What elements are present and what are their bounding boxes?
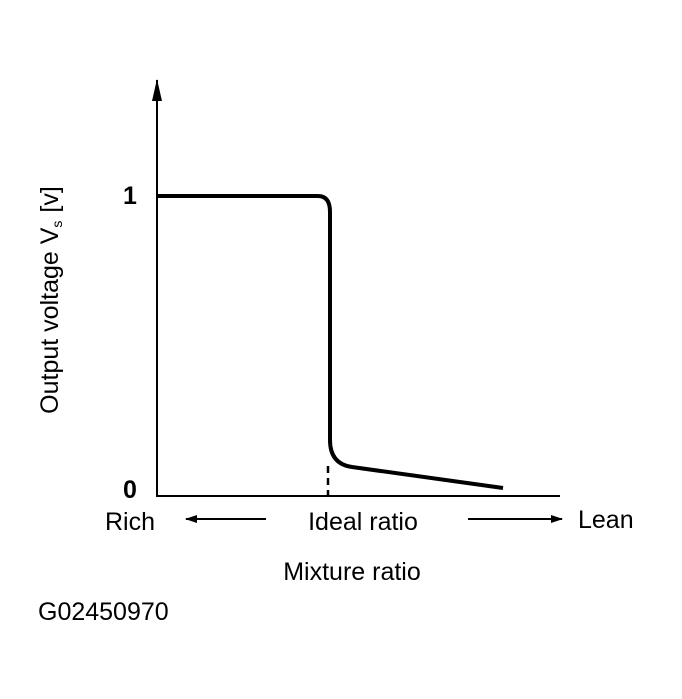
lean-label: Lean [578,506,634,534]
y-label-unit: [v] [36,186,64,212]
figure-id: G02450970 [38,598,169,626]
y-tick-label: 0 [123,476,137,504]
x-axis-label: Mixture ratio [283,558,421,586]
rich-label: Rich [105,508,155,536]
y-axis-label: Output voltage Vs [v] [36,186,65,414]
y-tick-label: 1 [123,182,137,210]
y-label-text: Output voltage V [36,227,64,414]
output-curve [157,194,504,490]
ideal-label: Ideal ratio [308,508,418,536]
y-label-subscript: s [49,221,65,228]
